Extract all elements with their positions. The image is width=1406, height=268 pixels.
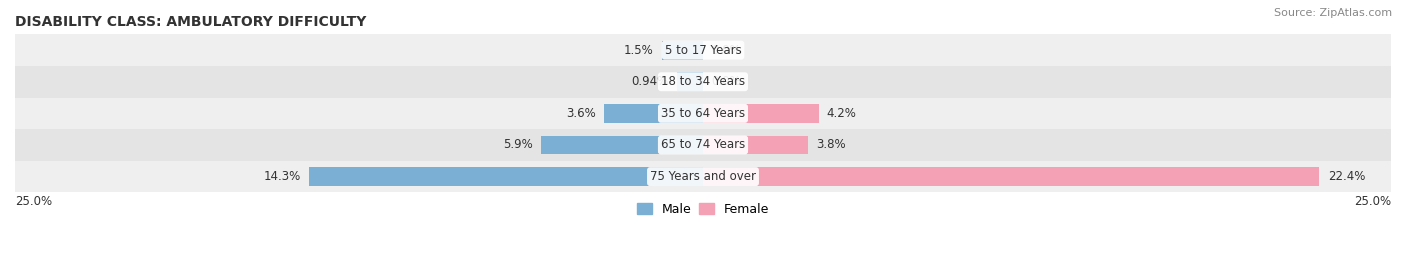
Text: 0.0%: 0.0%	[711, 75, 741, 88]
Text: 5.9%: 5.9%	[502, 139, 533, 151]
Bar	[703, 104, 818, 123]
Bar	[605, 104, 703, 123]
Bar	[662, 41, 703, 59]
Text: 3.8%: 3.8%	[815, 139, 845, 151]
Bar	[15, 34, 1391, 66]
Text: 3.6%: 3.6%	[567, 107, 596, 120]
Text: 25.0%: 25.0%	[15, 195, 52, 208]
Text: 75 Years and over: 75 Years and over	[650, 170, 756, 183]
Text: 35 to 64 Years: 35 to 64 Years	[661, 107, 745, 120]
Text: 5 to 17 Years: 5 to 17 Years	[665, 44, 741, 57]
Text: Source: ZipAtlas.com: Source: ZipAtlas.com	[1274, 8, 1392, 18]
Text: 22.4%: 22.4%	[1327, 170, 1365, 183]
Bar	[15, 98, 1391, 129]
Bar	[15, 129, 1391, 161]
Bar	[678, 72, 703, 91]
Text: 18 to 34 Years: 18 to 34 Years	[661, 75, 745, 88]
Bar	[309, 167, 703, 186]
Text: 4.2%: 4.2%	[827, 107, 856, 120]
Bar	[703, 136, 807, 154]
Legend: Male, Female: Male, Female	[631, 198, 775, 221]
Bar	[15, 161, 1391, 192]
Text: 1.5%: 1.5%	[624, 44, 654, 57]
Text: 25.0%: 25.0%	[1354, 195, 1391, 208]
Text: 65 to 74 Years: 65 to 74 Years	[661, 139, 745, 151]
Text: 0.0%: 0.0%	[711, 44, 741, 57]
Bar	[703, 167, 1319, 186]
Bar	[15, 66, 1391, 98]
Text: 0.94%: 0.94%	[631, 75, 669, 88]
Text: DISABILITY CLASS: AMBULATORY DIFFICULTY: DISABILITY CLASS: AMBULATORY DIFFICULTY	[15, 15, 367, 29]
Bar	[541, 136, 703, 154]
Text: 14.3%: 14.3%	[264, 170, 301, 183]
